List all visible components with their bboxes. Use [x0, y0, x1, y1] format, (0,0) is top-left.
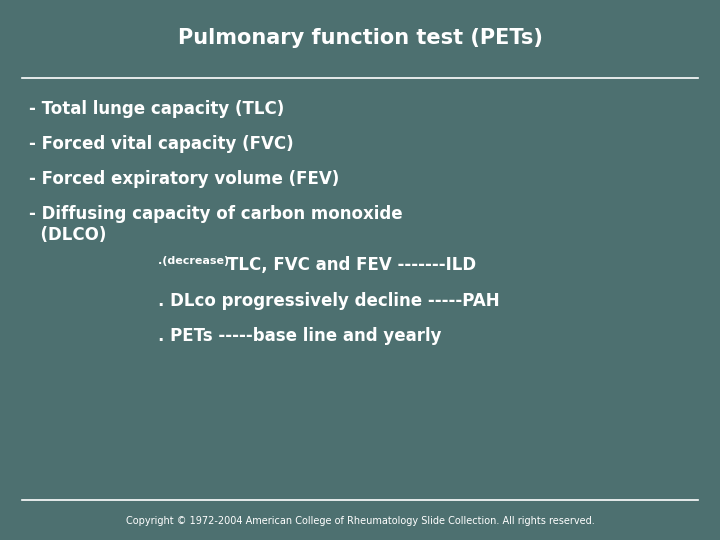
Text: - Diffusing capacity of carbon monoxide
  (DLCO): - Diffusing capacity of carbon monoxide … [29, 205, 402, 244]
Text: - Total lunge capacity (TLC): - Total lunge capacity (TLC) [29, 100, 284, 118]
Text: TLC, FVC and FEV -------ILD: TLC, FVC and FEV -------ILD [227, 256, 476, 274]
Text: - Forced expiratory volume (FEV): - Forced expiratory volume (FEV) [29, 170, 339, 188]
Text: . PETs -----base line and yearly: . PETs -----base line and yearly [158, 327, 442, 345]
Text: .(decrease): .(decrease) [158, 256, 233, 267]
Text: Copyright © 1972-2004 American College of Rheumatology Slide Collection. All rig: Copyright © 1972-2004 American College o… [125, 516, 595, 526]
Text: - Forced vital capacity (FVC): - Forced vital capacity (FVC) [29, 135, 294, 153]
Text: . DLco progressively decline -----PAH: . DLco progressively decline -----PAH [158, 292, 500, 309]
Text: Pulmonary function test (PETs): Pulmonary function test (PETs) [178, 28, 542, 48]
